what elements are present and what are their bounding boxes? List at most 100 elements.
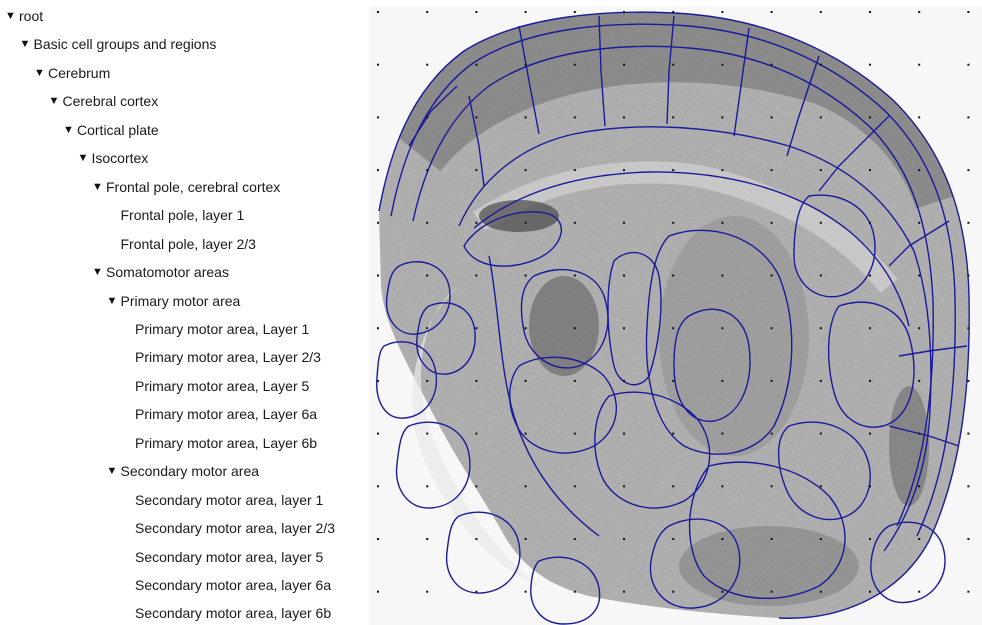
tree-node[interactable]: ▼Primary motor area, Layer 6a xyxy=(121,402,317,426)
tree-node-label[interactable]: root xyxy=(19,8,44,24)
tree-node[interactable]: ▼ Secondary motor area xyxy=(107,459,260,483)
area-divider-6[interactable] xyxy=(818,115,890,192)
septal-region-outline[interactable] xyxy=(607,251,662,386)
tree-node-label[interactable]: Primary motor area, Layer 6b xyxy=(135,434,318,451)
area-divider-5[interactable] xyxy=(786,55,820,157)
grid-dot xyxy=(377,63,379,66)
area-divider-3[interactable] xyxy=(666,15,675,125)
tree-node-label[interactable]: Cerebral cortex xyxy=(62,93,159,110)
external-region-outline-3[interactable] xyxy=(395,421,471,509)
expand-toggle-icon[interactable]: ▼ xyxy=(19,38,31,51)
expand-toggle-icon[interactable]: ▼ xyxy=(106,465,118,478)
ventral-basal-outline-1[interactable] xyxy=(778,421,871,521)
tree-node-label[interactable]: Frontal pole, layer 2/3 xyxy=(120,235,256,252)
expand-toggle-icon[interactable]: ▼ xyxy=(92,266,103,279)
tree-node[interactable]: ▼ Cerebrum xyxy=(34,61,110,85)
tree-node-label[interactable]: Secondary motor area, layer 6a xyxy=(135,577,332,593)
tree-node-label[interactable]: Secondary motor area, layer 6b xyxy=(135,605,332,622)
tree-node[interactable]: ▼ root xyxy=(5,4,43,28)
tree-node[interactable]: ▼Secondary motor area, layer 5 xyxy=(121,545,323,569)
tree-node-label[interactable]: Isocortex xyxy=(91,150,149,167)
cortex-layer-boundary-1[interactable] xyxy=(390,23,956,537)
grid-dot xyxy=(869,169,871,172)
tree-node-label[interactable]: Somatomotor areas xyxy=(106,264,229,281)
tree-node[interactable]: ▼ Isocortex xyxy=(78,146,149,170)
corpus-callosum-boundary[interactable] xyxy=(473,171,910,327)
tree-node-label[interactable]: Frontal pole, layer 1 xyxy=(120,207,245,224)
area-divider-7[interactable] xyxy=(888,220,950,267)
expand-toggle-icon[interactable]: ▼ xyxy=(34,66,45,79)
tree-node[interactable]: ▼ Basic cell groups and regions xyxy=(20,32,217,56)
tree-node[interactable]: ▼Frontal pole, layer 1 xyxy=(107,203,245,227)
striatum-outline[interactable] xyxy=(645,229,793,455)
grid-dot xyxy=(475,485,478,488)
area-divider-2[interactable] xyxy=(598,15,606,127)
expand-toggle-icon[interactable]: ▼ xyxy=(63,123,74,136)
cortex-outer-boundary[interactable] xyxy=(378,11,970,619)
olfactory-tubercle-outline[interactable] xyxy=(509,356,618,454)
external-capsule-boundary[interactable] xyxy=(488,255,600,537)
grid-dot xyxy=(623,116,625,119)
expand-toggle-icon[interactable]: ▼ xyxy=(77,152,89,165)
expand-toggle-icon[interactable]: ▼ xyxy=(92,180,103,193)
grid-dot xyxy=(770,432,773,435)
area-divider-10[interactable] xyxy=(468,95,485,187)
tree-node[interactable]: ▼Frontal pole, layer 2/3 xyxy=(107,232,256,256)
tree-node[interactable]: ▼Secondary motor area, layer 6b xyxy=(121,601,331,625)
frontal-region-upper[interactable] xyxy=(408,85,458,147)
tree-node[interactable]: ▼Primary motor area, Layer 6b xyxy=(121,431,317,455)
lateral-region-outline-2[interactable] xyxy=(793,194,876,298)
tree-node-label[interactable]: Primary motor area xyxy=(120,292,241,309)
external-region-outline-6[interactable] xyxy=(416,302,476,375)
expand-toggle-icon[interactable]: ▼ xyxy=(48,95,60,108)
area-divider-1[interactable] xyxy=(518,25,540,135)
tree-node[interactable]: ▼Primary motor area, Layer 5 xyxy=(121,374,309,398)
brain-section-canvas[interactable] xyxy=(369,6,982,625)
tree-node-label[interactable]: Cortical plate xyxy=(77,121,159,138)
tree-node-label[interactable]: Primary motor area, Layer 1 xyxy=(135,320,310,337)
external-region-outline-2[interactable] xyxy=(376,341,437,419)
tree-node[interactable]: ▼ Frontal pole, cerebral cortex xyxy=(92,175,280,199)
tree-node[interactable]: ▼Primary motor area, Layer 2/3 xyxy=(121,345,321,369)
expand-toggle-icon[interactable]: ▼ xyxy=(5,10,16,22)
tree-node[interactable]: ▼ Cerebral cortex xyxy=(49,89,159,113)
cortex-inner-boundary[interactable] xyxy=(458,126,932,552)
tree-node[interactable]: ▼Secondary motor area, layer 1 xyxy=(121,488,323,512)
external-region-outline-5[interactable] xyxy=(530,556,601,625)
tree-node-label[interactable]: Primary motor area, Layer 2/3 xyxy=(135,349,321,366)
pallidum-outline[interactable] xyxy=(673,308,751,422)
tree-node-label[interactable]: Primary motor area, Layer 6a xyxy=(135,406,318,423)
basal-region-outline[interactable] xyxy=(688,461,846,600)
tree-node-label[interactable]: Primary motor area, Layer 5 xyxy=(135,377,310,394)
tree-node[interactable]: ▼Secondary motor area, layer 6a xyxy=(121,573,331,597)
tree-node[interactable]: ▼ Cortical plate xyxy=(63,118,159,142)
lateral-region-outline[interactable] xyxy=(827,301,915,428)
cortex-layer-boundary-2[interactable] xyxy=(412,45,934,527)
tree-node[interactable]: ▼ Somatomotor areas xyxy=(92,260,229,284)
tree-node[interactable]: ▼Secondary motor area, layer 2/3 xyxy=(121,516,335,540)
tree-node-label[interactable]: Secondary motor area, layer 1 xyxy=(135,491,324,508)
tree-node-label[interactable]: Frontal pole, cerebral cortex xyxy=(106,178,281,195)
nucleus-accumbens-outline[interactable] xyxy=(520,269,609,369)
tree-node[interactable]: ▼ Primary motor area xyxy=(107,289,241,313)
tree-node-label[interactable]: Secondary motor area xyxy=(120,463,260,480)
ventral-basal-outline-2[interactable] xyxy=(649,518,741,609)
external-region-outline-4[interactable] xyxy=(445,511,521,594)
brain-section-viewer[interactable] xyxy=(369,6,982,625)
tree-node-label[interactable]: Secondary motor area, layer 5 xyxy=(135,548,324,565)
ventral-region-outline[interactable] xyxy=(594,391,711,509)
tree-node-label[interactable]: Cerebrum xyxy=(48,64,111,81)
tree-node-label[interactable]: Basic cell groups and regions xyxy=(33,36,217,53)
area-divider-4[interactable] xyxy=(733,27,750,137)
grid-dot xyxy=(672,11,675,13)
tree-node[interactable]: ▼Primary motor area, Layer 1 xyxy=(121,317,309,341)
olfactory-region-outline[interactable] xyxy=(463,211,562,267)
grid-dot xyxy=(426,116,429,119)
area-divider-8[interactable] xyxy=(898,345,968,357)
tree-node-label[interactable]: Secondary motor area, layer 2/3 xyxy=(135,520,335,537)
expand-toggle-icon[interactable]: ▼ xyxy=(106,294,118,307)
atlas-region-outlines[interactable] xyxy=(376,11,970,625)
area-divider-9[interactable] xyxy=(888,425,960,447)
grid-dot xyxy=(377,432,379,435)
hippocampal-region-outline[interactable] xyxy=(870,521,946,604)
